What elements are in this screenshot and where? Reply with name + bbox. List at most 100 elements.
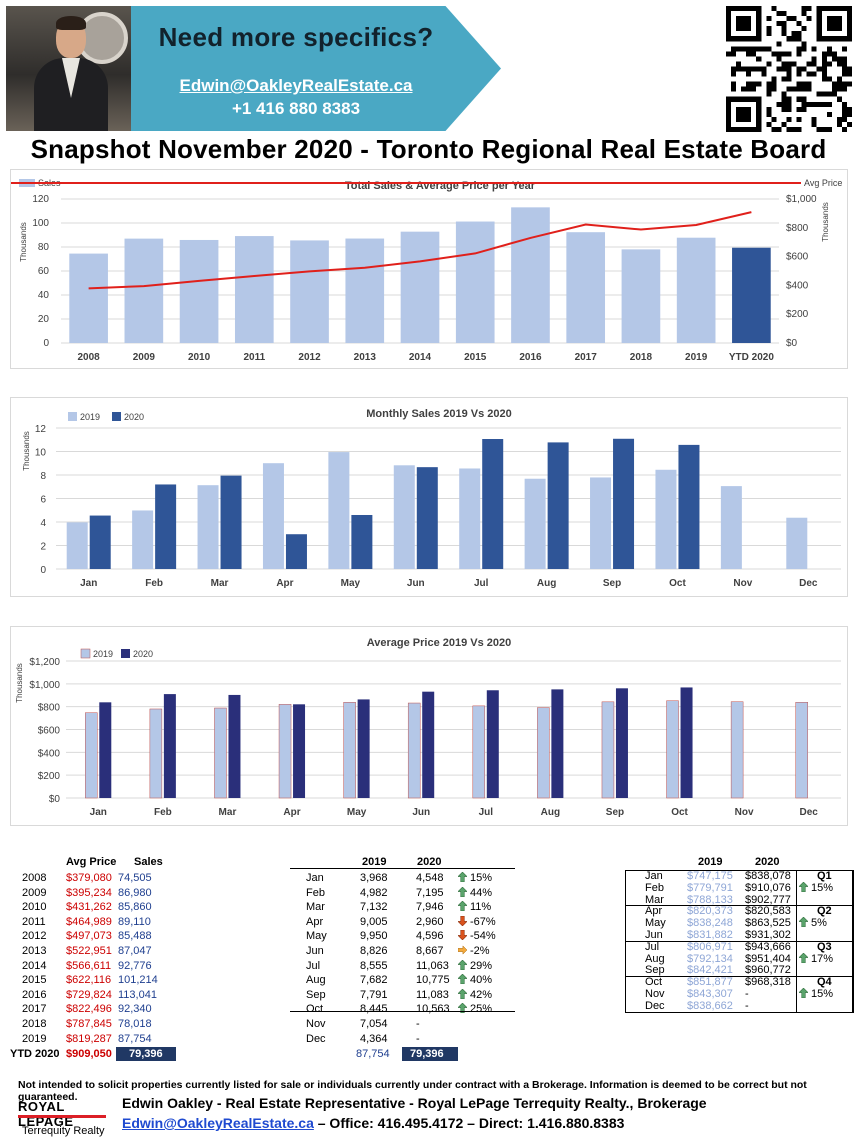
x-tick-label: Aug (541, 807, 560, 818)
monthly-price-table: 2019 2020 Jan $747,175 $838,078 Feb $779,791… (625, 856, 854, 1056)
sales-2020-cell: 7,946 (416, 901, 444, 914)
price-2019-cell: $820,373 (687, 905, 733, 918)
table-row: Sep 7,791 11,083 42% (290, 988, 520, 1001)
avg-price-cell: $379,080 (66, 872, 112, 884)
arrow-up-icon (458, 1003, 467, 1014)
bar-sales-2018 (621, 249, 661, 343)
y2-tick-label: $400 (786, 280, 809, 291)
change-cell: 40% (458, 974, 492, 986)
bar-2019-Nov (730, 701, 744, 799)
column-header-2019: 2019 (698, 856, 723, 868)
x-tick-label: Sep (603, 578, 621, 589)
year-cell: 2019 (22, 1032, 47, 1045)
x-tick-label: 2008 (77, 352, 100, 363)
price-2019-cell: $843,307 (687, 988, 733, 1000)
sales-cell: 89,110 (118, 915, 151, 928)
change-cell: 29% (458, 959, 492, 972)
table-row: 2009 $395,234 86,980 (0, 887, 200, 899)
bar-2019-May (328, 452, 350, 569)
arrow-up-icon (458, 988, 467, 999)
table-row: Jun $831,882 $931,302 (625, 929, 853, 941)
quarter-pct: 15% (811, 987, 834, 1000)
table-header-row: 2019 2020 (290, 856, 520, 868)
change-cell: -67% (458, 915, 496, 928)
price-2019-cell: $747,175 (687, 870, 733, 882)
quarter-pct: 17% (811, 952, 834, 965)
bar-2019-Dec (786, 517, 808, 569)
right-axis-label: Thousands (821, 202, 830, 242)
avg-price-cell: $729,824 (66, 988, 112, 1001)
column-header-2019: 2019 (362, 856, 387, 868)
year-cell: 2014 (22, 959, 47, 972)
legend-2019-label: 2019 (93, 649, 113, 659)
sales-2020-cell: 8,667 (416, 945, 444, 957)
sales-2019-cell: 9,950 (360, 930, 388, 943)
sales-2020-cell: 10,775 (416, 974, 450, 987)
footer-email-link[interactable]: Edwin@OakleyRealEstate.ca (122, 1115, 314, 1131)
sales-cell: 92,340 (118, 1003, 152, 1016)
average-price-chart-svg: Average Price 2019 Vs 2020 2019 2020 Tho… (15, 637, 841, 818)
avg-price-cell: $497,073 (66, 930, 112, 943)
table-row: Oct 8,445 10,563 25% (290, 1003, 520, 1015)
legend-avgprice-label: Avg Price (804, 178, 842, 188)
month-cell: Nov (645, 988, 665, 1000)
annual-chart-svg: Total Sales & Average Price per Year Sal… (11, 178, 842, 363)
price-2020-cell: - (745, 988, 749, 1000)
bar-2020-May (351, 514, 373, 569)
y-tick-label: 10 (35, 448, 47, 459)
x-tick-label: Aug (537, 578, 556, 589)
month-cell: Jun (645, 929, 663, 941)
sales-2020-cell: - (416, 1032, 420, 1045)
bar-2020-Apr (293, 704, 306, 798)
bar-sales-2014 (400, 231, 440, 343)
change-pct: 42% (470, 988, 493, 1001)
callout-email-link[interactable]: Edwin@OakleyRealEstate.ca (179, 76, 413, 95)
table-row: 2010 $431,262 85,860 (0, 901, 200, 913)
page-title: Snapshot November 2020 - Toronto Regiona… (30, 134, 827, 164)
table-row: Sep $842,421 $960,772 (625, 964, 853, 976)
table-row: 2008 $379,080 74,505 (0, 872, 200, 884)
month-cell: Dec (645, 999, 665, 1012)
x-tick-label: 2010 (188, 352, 211, 363)
legend-2020-label: 2020 (133, 649, 153, 659)
contact-callout: Need more specifics? Edwin@OakleyRealEst… (131, 6, 501, 131)
avg-price-cell: $787,845 (66, 1018, 112, 1030)
sales-cell: 87,047 (118, 945, 152, 957)
price-2019-cell: $838,662 (687, 999, 733, 1012)
year-cell: 2017 (22, 1003, 47, 1016)
bar-sales-2015 (455, 221, 495, 343)
month-cell: Aug (645, 952, 665, 965)
x-tick-label: Dec (799, 578, 818, 589)
bar-sales-2012 (290, 240, 329, 343)
y-tick-label: 8 (40, 471, 46, 482)
callout-headline: Need more specifics? (158, 22, 434, 52)
quarter-change: 17% (799, 952, 834, 965)
bar-2019-Dec (795, 702, 808, 799)
y-tick-label: $400 (38, 748, 61, 759)
annual-sales-price-chart: Total Sales & Average Price per Year Sal… (10, 169, 848, 369)
x-tick-label: YTD 2020 (729, 352, 774, 363)
quarter-change: 5% (799, 917, 827, 929)
month-cell: May (645, 917, 666, 930)
bar-2019-Jul (472, 705, 486, 799)
sales-cell: 78,018 (118, 1018, 152, 1030)
year-cell: 2011 (22, 915, 46, 928)
sales-2019-cell: 8,445 (360, 1003, 388, 1016)
x-tick-label: 2009 (133, 352, 156, 363)
bar-sales-2008 (69, 253, 108, 343)
month-cell: Sep (645, 964, 665, 977)
bar-2019-Oct (655, 469, 677, 569)
left-axis-label: Thousands (19, 222, 28, 262)
quarter-change: 15% (799, 987, 834, 1000)
monthly-sales-table: 2019 2020 Jan 3,968 4,548 15% Feb 4,982 7,195 4… (290, 856, 520, 1066)
bar-2020-Apr (285, 534, 307, 569)
sales-2019-cell: 3,968 (360, 872, 388, 884)
sales-2020-cell: 11,063 (416, 959, 449, 972)
sales-2019-cell: 7,132 (360, 901, 388, 914)
bar-2020-Jul (486, 690, 499, 798)
x-tick-label: Apr (283, 807, 300, 818)
y-tick-label: $800 (38, 703, 61, 714)
column-header-sales: Sales (134, 856, 163, 868)
y-tick-label: 20 (38, 314, 50, 325)
callout-phone: +1 416 880 8383 (231, 99, 361, 118)
